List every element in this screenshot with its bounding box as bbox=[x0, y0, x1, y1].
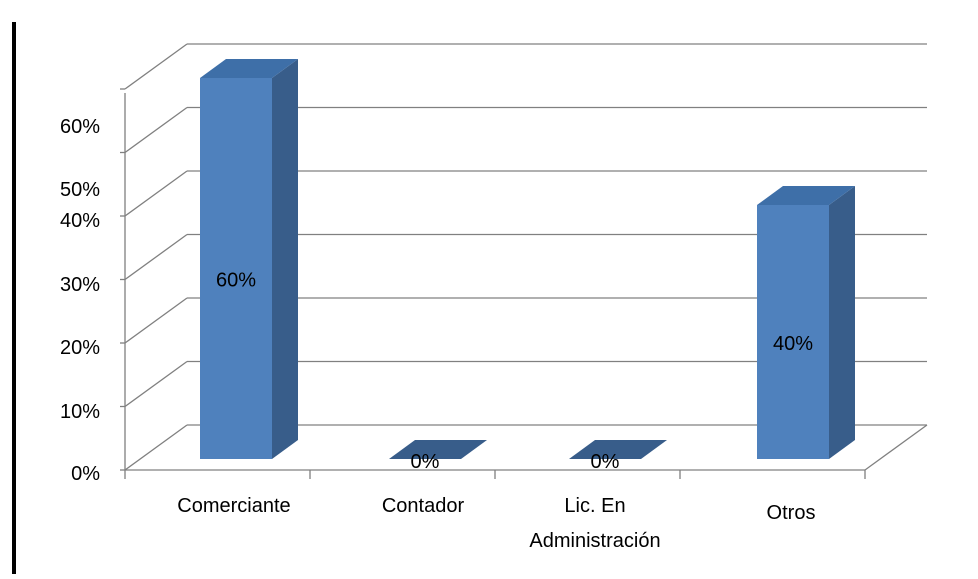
data-label: 0% bbox=[411, 451, 440, 473]
category-label: Contador bbox=[382, 495, 465, 517]
bar-top bbox=[200, 59, 298, 78]
gridline-side bbox=[124, 424, 188, 471]
gridline-side bbox=[124, 43, 188, 90]
bar bbox=[569, 440, 667, 459]
bar-top bbox=[757, 186, 855, 205]
data-label: 0% bbox=[591, 451, 620, 473]
bar-side bbox=[829, 186, 855, 459]
y-tick-label: 50% bbox=[60, 179, 100, 201]
y-tick-label: 10% bbox=[60, 401, 100, 423]
y-tick-label: 60% bbox=[60, 116, 100, 138]
gridline-side bbox=[124, 297, 188, 344]
labels: 0% 10% 20% 30% 40% 50% 60% 60% 0% 0% 40% Comerciant… bbox=[60, 116, 815, 552]
category-label: Otros bbox=[767, 502, 816, 524]
y-tick-label: 40% bbox=[60, 210, 100, 232]
data-label: 40% bbox=[773, 333, 813, 355]
bars bbox=[200, 59, 855, 459]
gridline-side bbox=[124, 170, 188, 217]
bar bbox=[200, 59, 298, 459]
gridline-side bbox=[124, 360, 188, 408]
bar-top bbox=[569, 440, 667, 459]
gridline-side bbox=[124, 106, 188, 154]
axes bbox=[120, 88, 866, 479]
bar-top bbox=[389, 440, 487, 459]
category-label: Comerciante bbox=[177, 495, 290, 517]
y-tick-label: 0% bbox=[71, 463, 100, 485]
category-label: Administración bbox=[529, 530, 660, 552]
gridline-side bbox=[124, 233, 188, 281]
gridlines bbox=[124, 43, 928, 471]
bar-front bbox=[757, 205, 829, 459]
bar-side bbox=[272, 59, 298, 459]
bar bbox=[757, 186, 855, 459]
data-label: 60% bbox=[216, 270, 256, 292]
category-label: Lic. En bbox=[564, 495, 625, 517]
bar bbox=[389, 440, 487, 459]
floor-right-edge bbox=[864, 424, 928, 471]
bar-front bbox=[200, 78, 272, 459]
y-tick-label: 30% bbox=[60, 274, 100, 296]
y-tick-label: 20% bbox=[60, 337, 100, 359]
